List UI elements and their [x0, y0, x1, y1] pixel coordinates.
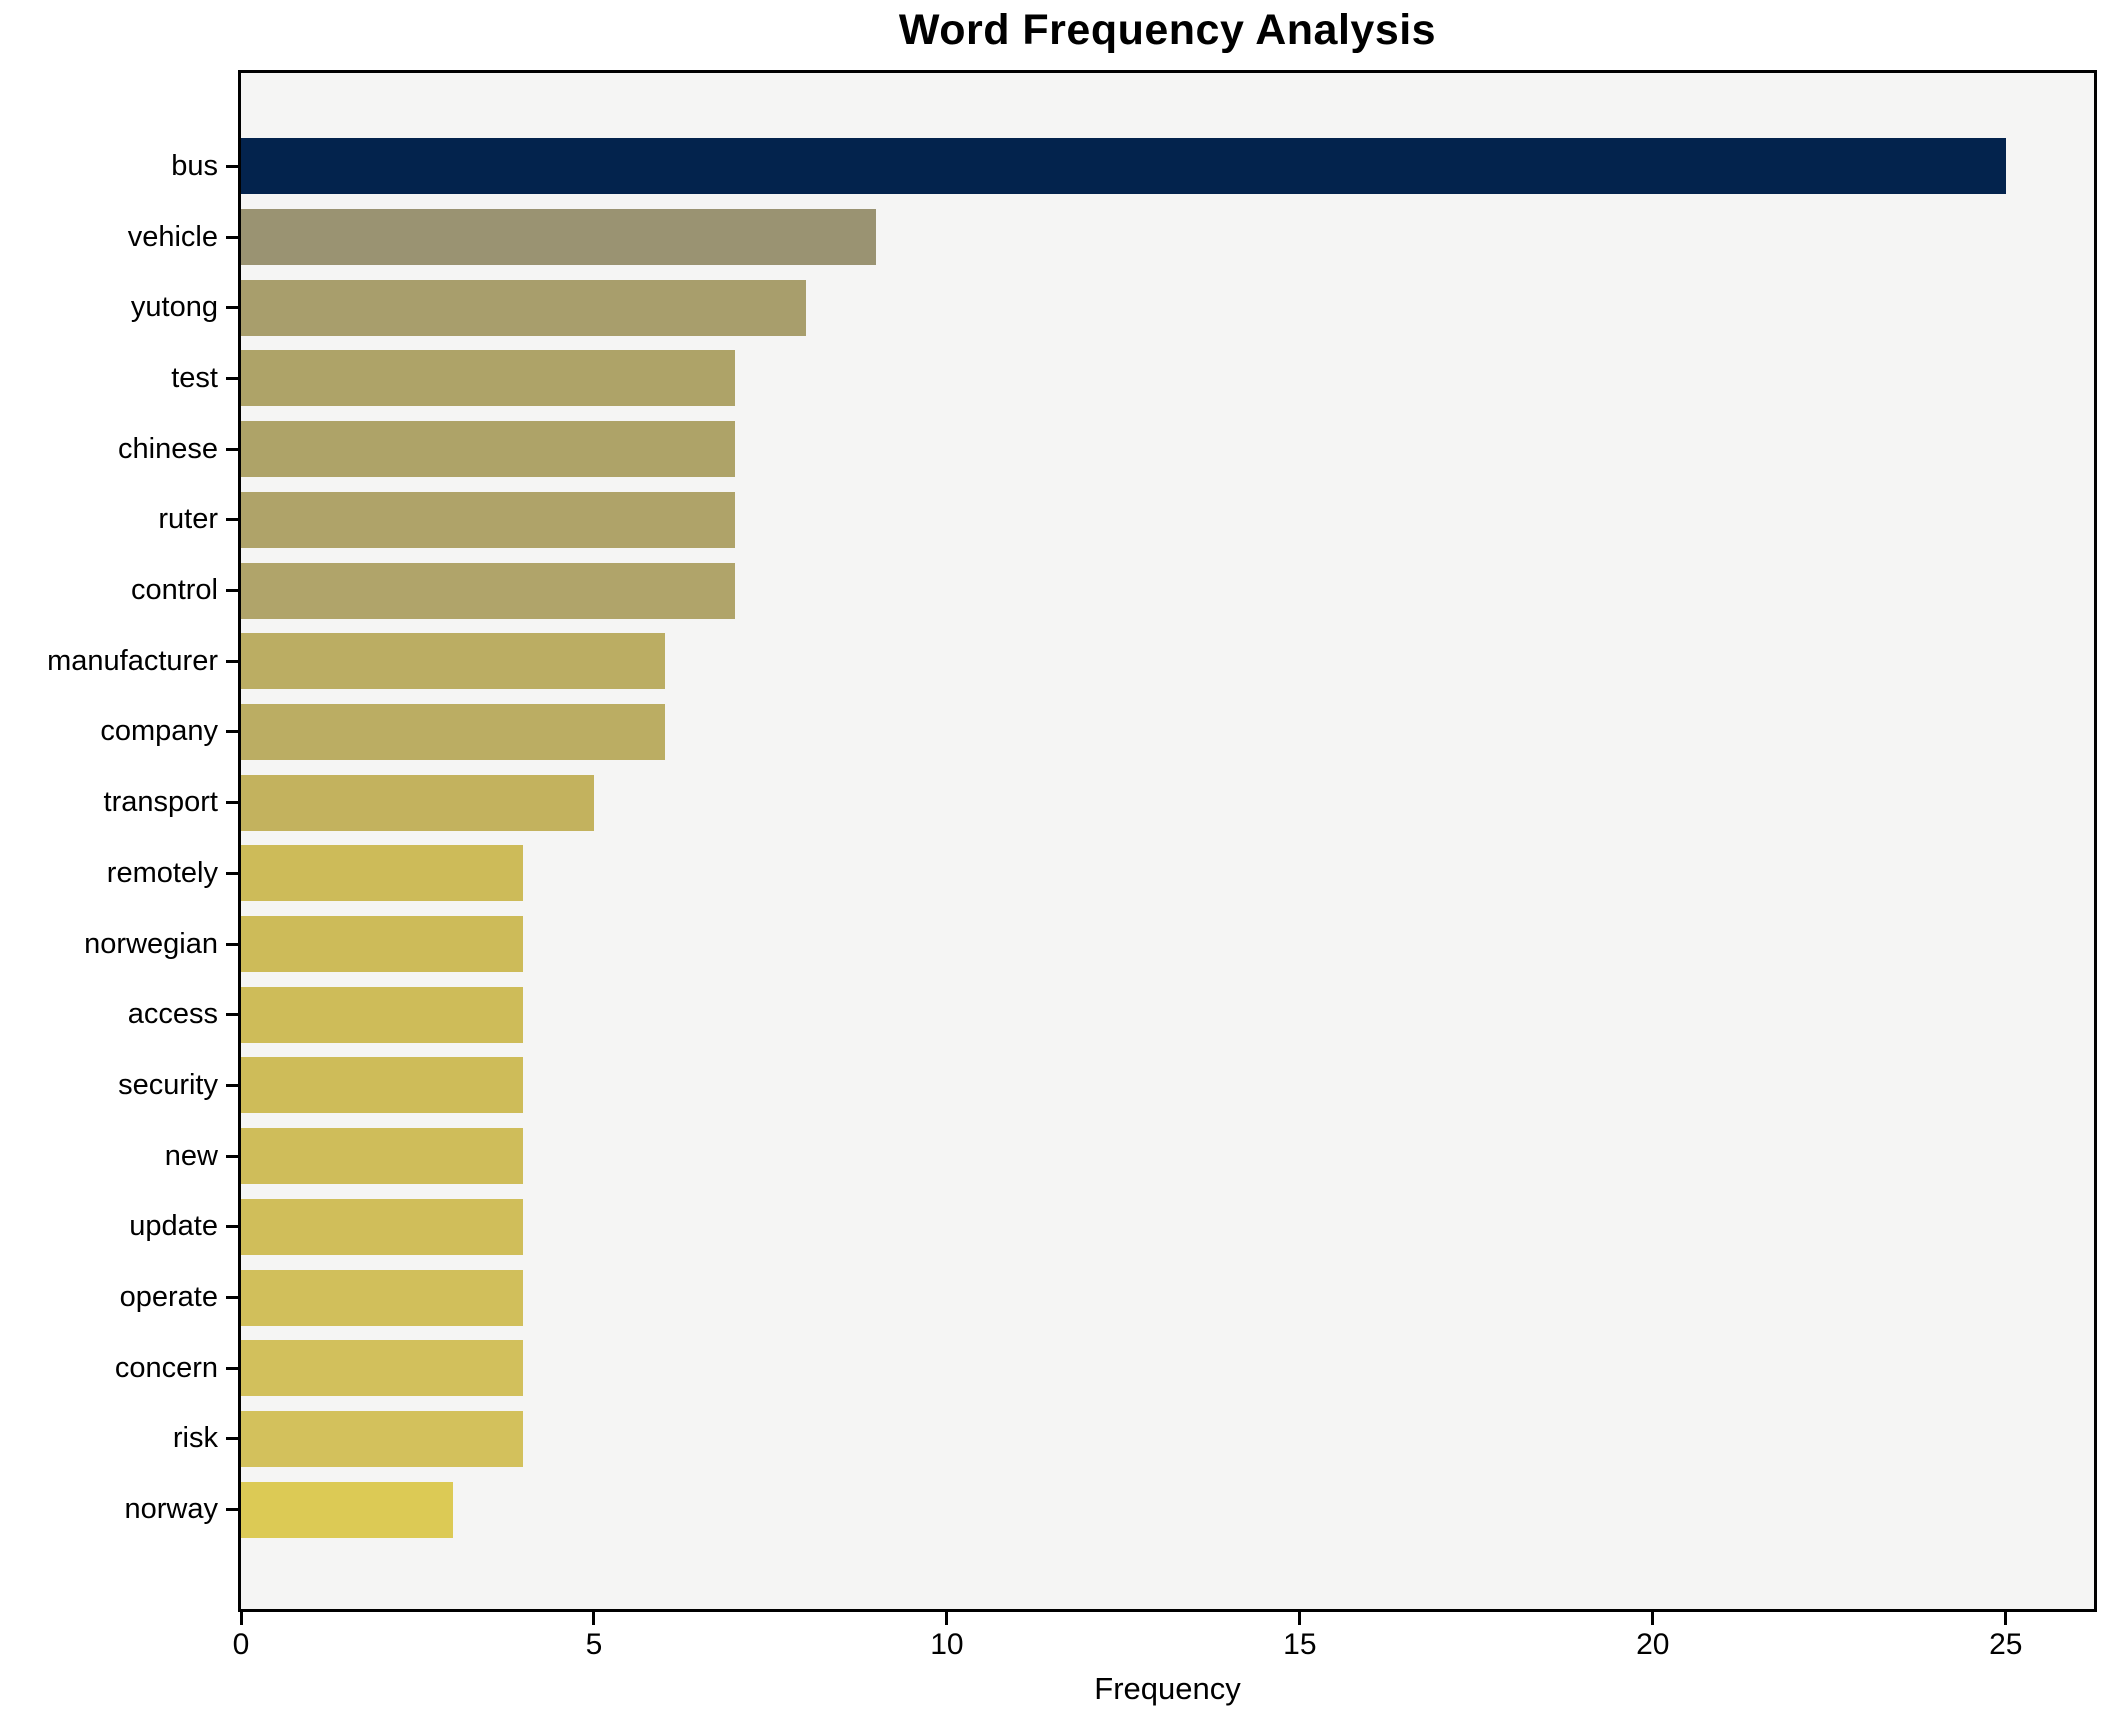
bar-risk	[241, 1410, 524, 1467]
y-tick-mark	[226, 306, 238, 310]
y-tick-label-risk: risk	[172, 1422, 218, 1455]
bar-remotely	[241, 845, 524, 902]
x-tick-mark	[2004, 1612, 2008, 1625]
x-tick-mark	[945, 1612, 949, 1625]
x-tick-label-10: 10	[930, 1628, 964, 1661]
bar-security	[241, 1057, 524, 1114]
y-tick-label-operate: operate	[119, 1281, 218, 1314]
y-tick-label-vehicle: vehicle	[127, 220, 218, 253]
y-tick-label-yutong: yutong	[130, 291, 218, 324]
bar-update	[241, 1198, 524, 1255]
y-tick-label-chinese: chinese	[118, 432, 218, 465]
y-tick-mark	[226, 730, 238, 734]
y-tick-mark	[226, 1154, 238, 1158]
y-tick-label-ruter: ruter	[158, 503, 218, 536]
y-tick-label-norwegian: norwegian	[84, 927, 218, 960]
x-tick-label-15: 15	[1283, 1628, 1317, 1661]
bar-company	[241, 703, 665, 760]
y-tick-mark	[226, 659, 238, 663]
chart-title: Word Frequency Analysis	[898, 6, 1437, 54]
y-tick-label-concern: concern	[114, 1351, 218, 1384]
y-tick-label-new: new	[164, 1139, 218, 1172]
y-tick-label-remotely: remotely	[106, 856, 218, 889]
bar-access	[241, 986, 524, 1043]
bar-test	[241, 350, 736, 407]
y-tick-label-security: security	[118, 1068, 218, 1101]
x-axis-label: Frequency	[1094, 1671, 1241, 1706]
y-tick-mark	[226, 518, 238, 522]
y-tick-mark	[226, 1437, 238, 1441]
y-tick-label-company: company	[100, 715, 218, 748]
y-tick-mark	[226, 1296, 238, 1300]
y-tick-mark	[226, 447, 238, 451]
bar-yutong	[241, 279, 806, 336]
y-tick-label-norway: norway	[124, 1493, 219, 1526]
y-tick-label-update: update	[129, 1210, 218, 1243]
y-tick-mark	[226, 376, 238, 380]
bar-concern	[241, 1340, 524, 1397]
y-tick-mark	[226, 1013, 238, 1017]
x-tick-mark	[1651, 1612, 1655, 1625]
y-tick-label-access: access	[127, 998, 218, 1031]
y-tick-label-bus: bus	[171, 149, 218, 182]
bar-ruter	[241, 491, 736, 548]
y-tick-mark	[226, 235, 238, 239]
y-tick-mark	[226, 1366, 238, 1370]
x-tick-label-5: 5	[585, 1628, 603, 1661]
x-tick-label-25: 25	[1989, 1628, 2023, 1661]
x-tick-mark	[1298, 1612, 1302, 1625]
x-tick-mark	[239, 1612, 243, 1625]
y-tick-mark	[226, 942, 238, 946]
bar-bus	[241, 138, 2006, 195]
y-tick-mark	[226, 871, 238, 875]
y-tick-mark	[226, 164, 238, 168]
bar-control	[241, 562, 736, 619]
y-tick-label-test: test	[171, 361, 218, 394]
x-tick-label-20: 20	[1636, 1628, 1670, 1661]
y-tick-label-control: control	[130, 574, 218, 607]
x-tick-mark	[592, 1612, 596, 1625]
y-tick-label-manufacturer: manufacturer	[47, 644, 218, 677]
y-tick-mark	[226, 1508, 238, 1512]
bar-chinese	[241, 421, 736, 478]
y-tick-mark	[226, 589, 238, 593]
bar-manufacturer	[241, 633, 665, 690]
y-tick-mark	[226, 1083, 238, 1087]
bar-norwegian	[241, 916, 524, 973]
bar-new	[241, 1128, 524, 1185]
y-tick-mark	[226, 1225, 238, 1229]
bar-operate	[241, 1269, 524, 1326]
y-tick-label-transport: transport	[103, 786, 218, 819]
y-tick-mark	[226, 801, 238, 805]
bar-vehicle	[241, 209, 877, 266]
bar-transport	[241, 774, 594, 831]
bar-norway	[241, 1481, 453, 1538]
plot-area	[238, 70, 2097, 1612]
x-tick-label-0: 0	[232, 1628, 250, 1661]
